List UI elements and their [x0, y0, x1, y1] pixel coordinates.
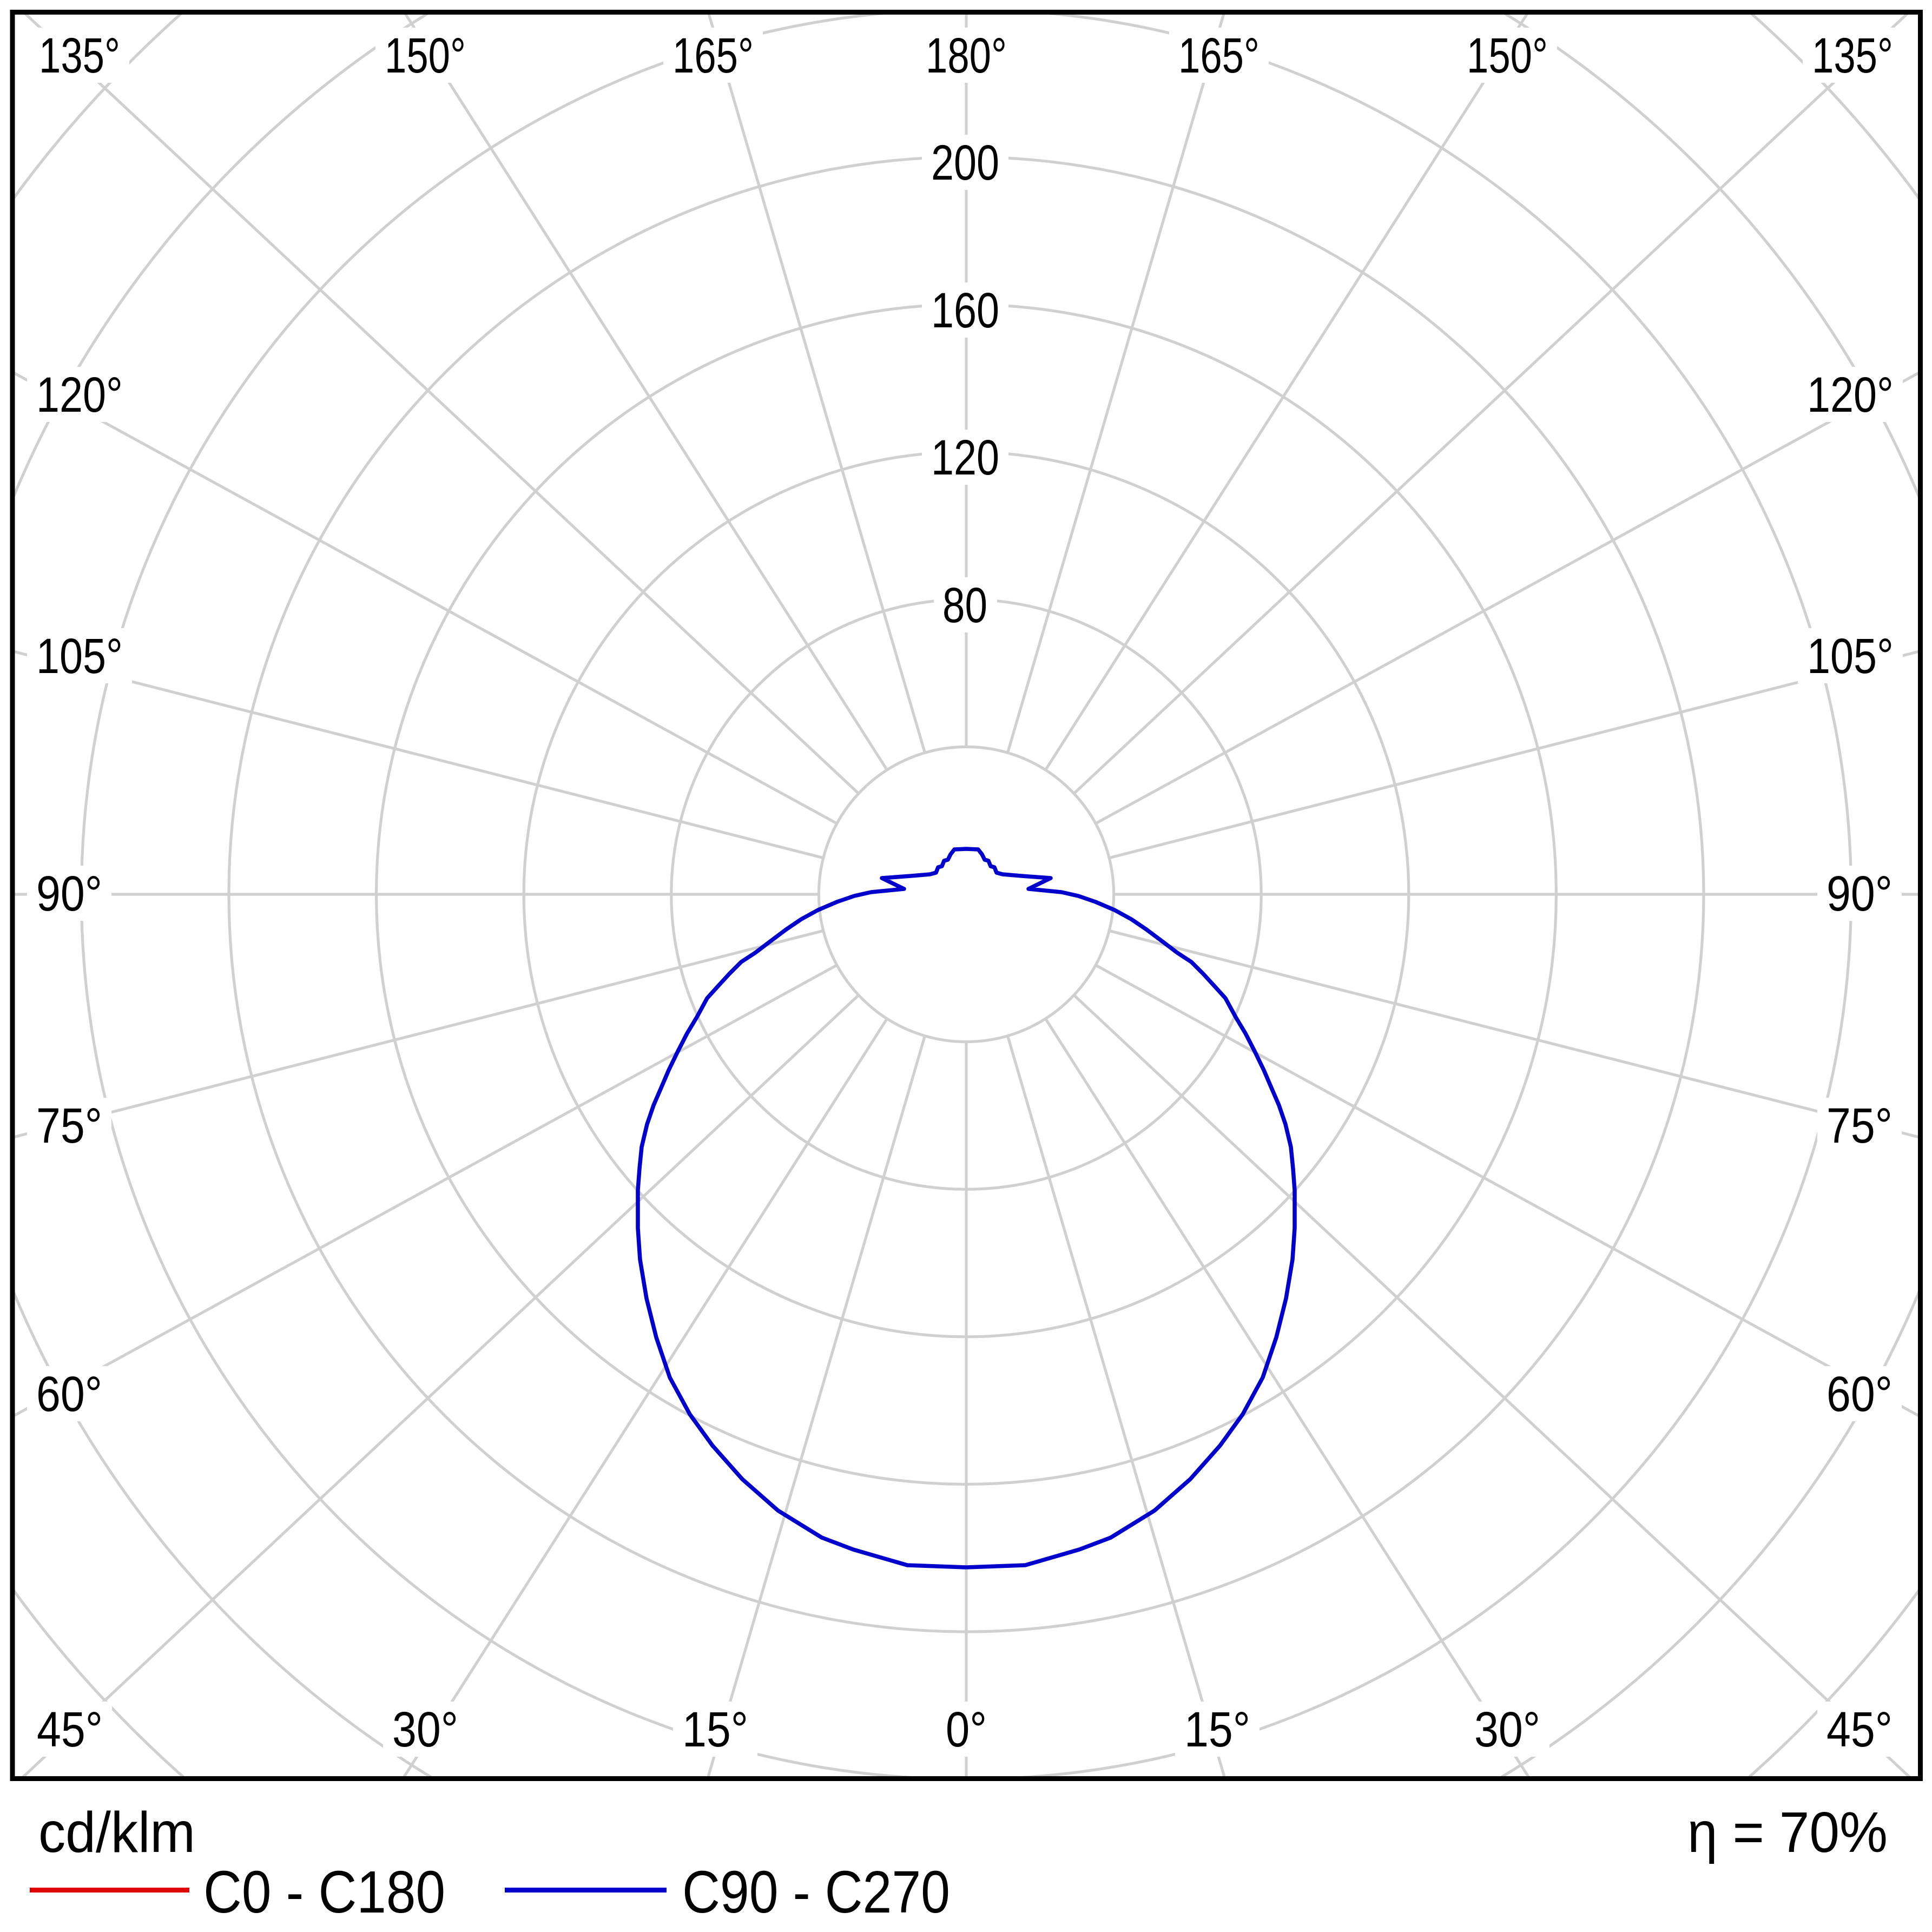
svg-text:105°: 105°	[1807, 629, 1894, 684]
svg-text:80: 80	[942, 578, 987, 633]
svg-text:135°: 135°	[39, 28, 120, 83]
svg-text:90°: 90°	[36, 866, 102, 921]
svg-text:180°: 180°	[926, 28, 1007, 83]
svg-text:0°: 0°	[946, 1702, 987, 1757]
svg-text:60°: 60°	[36, 1367, 102, 1422]
svg-text:160: 160	[931, 283, 999, 338]
svg-text:105°: 105°	[36, 629, 123, 684]
svg-text:15°: 15°	[1184, 1702, 1250, 1757]
svg-text:165°: 165°	[672, 28, 754, 83]
svg-text:120°: 120°	[36, 367, 123, 423]
svg-text:200: 200	[931, 135, 999, 190]
svg-text:120°: 120°	[1807, 367, 1894, 423]
svg-text:150°: 150°	[385, 28, 466, 83]
svg-text:165°: 165°	[1178, 28, 1260, 83]
svg-text:30°: 30°	[392, 1702, 458, 1757]
svg-text:75°: 75°	[1827, 1098, 1893, 1153]
svg-text:cd/klm: cd/klm	[38, 1801, 195, 1864]
svg-text:15°: 15°	[682, 1702, 748, 1757]
svg-text:30°: 30°	[1474, 1702, 1540, 1757]
svg-text:75°: 75°	[36, 1098, 102, 1153]
svg-text:90°: 90°	[1827, 866, 1893, 921]
svg-text:C0 - C180: C0 - C180	[203, 1859, 445, 1926]
svg-text:C90 - C270: C90 - C270	[682, 1859, 950, 1926]
svg-text:135°: 135°	[1812, 28, 1893, 83]
svg-text:45°: 45°	[37, 1702, 103, 1757]
svg-text:η = 70%: η = 70%	[1687, 1801, 1888, 1864]
svg-text:150°: 150°	[1467, 28, 1548, 83]
svg-text:120: 120	[931, 430, 999, 485]
svg-text:60°: 60°	[1827, 1367, 1893, 1422]
svg-text:45°: 45°	[1827, 1702, 1893, 1757]
